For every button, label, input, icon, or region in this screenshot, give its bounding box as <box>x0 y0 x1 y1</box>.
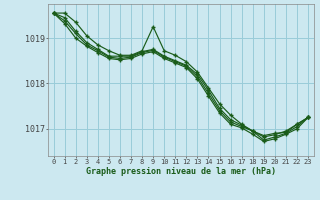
X-axis label: Graphe pression niveau de la mer (hPa): Graphe pression niveau de la mer (hPa) <box>86 167 276 176</box>
